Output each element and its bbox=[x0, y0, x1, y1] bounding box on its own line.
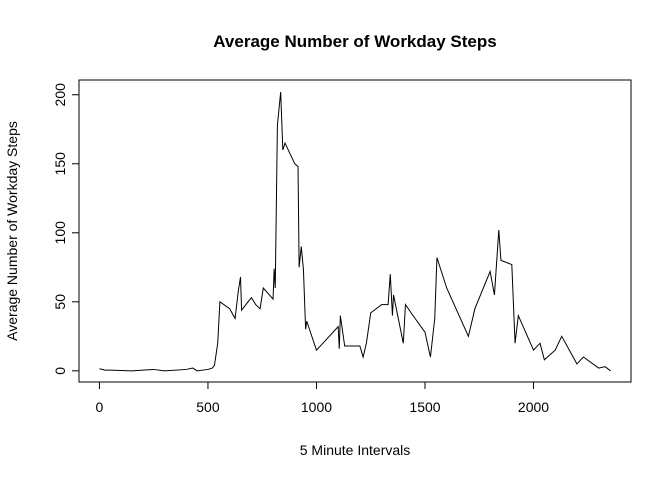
y-tick-label: 50 bbox=[52, 294, 68, 310]
plot-box bbox=[78, 79, 632, 383]
x-tick-label: 1000 bbox=[301, 399, 332, 415]
x-tick-label: 500 bbox=[196, 399, 220, 415]
y-tick-label: 100 bbox=[52, 221, 68, 245]
x-axis-label: 5 Minute Intervals bbox=[300, 442, 411, 458]
x-tick-label: 1500 bbox=[409, 399, 440, 415]
x-tick-label: 2000 bbox=[518, 399, 549, 415]
y-tick-label: 200 bbox=[52, 83, 68, 107]
chart-title: Average Number of Workday Steps bbox=[213, 32, 496, 51]
line bbox=[99, 91, 611, 372]
y-tick-label: 150 bbox=[52, 152, 68, 176]
x-tick-label: 0 bbox=[96, 399, 104, 415]
y-axis-label: Average Number of Workday Steps bbox=[4, 121, 20, 341]
y-tick-label: 0 bbox=[52, 367, 68, 375]
